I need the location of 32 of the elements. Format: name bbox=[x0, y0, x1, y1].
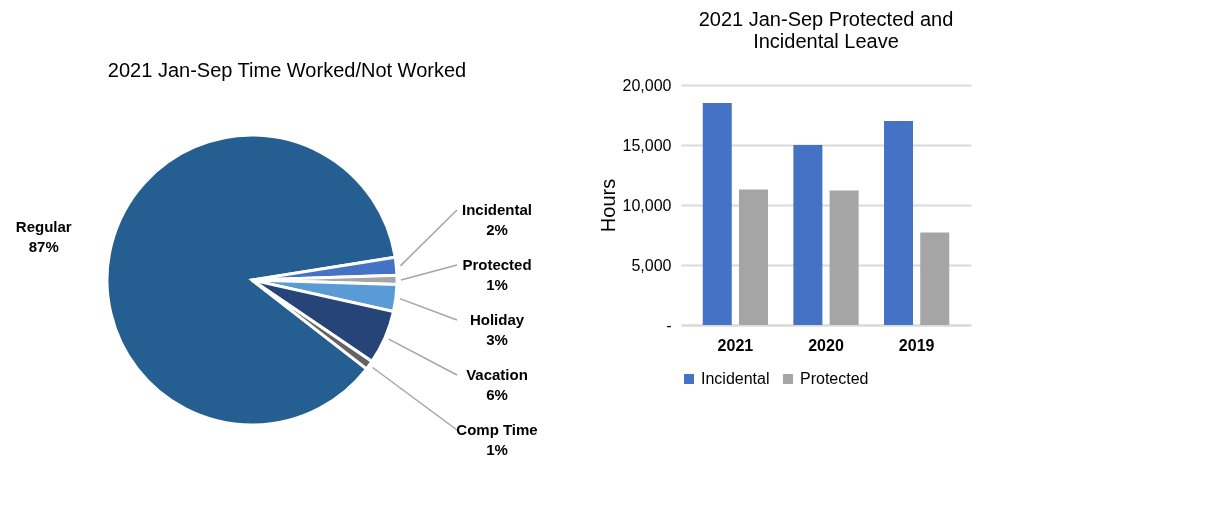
slice-label: Incidental bbox=[461, 201, 533, 218]
legend-label: Incidental bbox=[701, 370, 770, 387]
bar bbox=[702, 103, 732, 325]
data-label: 3% bbox=[486, 331, 508, 348]
slice-label: Holiday bbox=[469, 311, 525, 328]
y-axis-title: Hours bbox=[596, 178, 619, 233]
data-label: 2% bbox=[486, 221, 508, 238]
data-label: 1% bbox=[486, 276, 508, 293]
y-tick-label: - bbox=[666, 316, 672, 334]
x-tick-label: 2021 bbox=[717, 336, 754, 354]
slice-label: Comp Time bbox=[456, 421, 538, 438]
x-tick-label: 2020 bbox=[808, 336, 844, 354]
legend-label: Protected bbox=[800, 370, 869, 387]
data-label: 87% bbox=[28, 237, 59, 255]
pie-slice bbox=[105, 133, 397, 427]
y-tick-label: 15,000 bbox=[622, 136, 672, 154]
bar bbox=[920, 232, 950, 325]
bar bbox=[793, 145, 823, 325]
chart-title: 2021 Jan-Sep Protected and Incidental Leave bbox=[698, 8, 954, 52]
data-label: 1% bbox=[486, 441, 508, 458]
bar bbox=[829, 190, 859, 325]
slice-label: Regular bbox=[15, 217, 72, 235]
bar bbox=[884, 121, 913, 325]
chart-title: 2021 Jan-Sep Time Worked/Not Worked bbox=[107, 59, 467, 81]
slice-label: Vacation bbox=[466, 366, 528, 383]
bar bbox=[739, 189, 768, 325]
x-tick-label: 2019 bbox=[898, 336, 935, 354]
slice-label: Protected bbox=[462, 256, 532, 273]
y-tick-label: 10,000 bbox=[622, 196, 672, 214]
data-label: 6% bbox=[486, 386, 508, 403]
y-tick-label: 5,000 bbox=[631, 256, 672, 274]
y-tick-label: 20,000 bbox=[622, 76, 672, 94]
